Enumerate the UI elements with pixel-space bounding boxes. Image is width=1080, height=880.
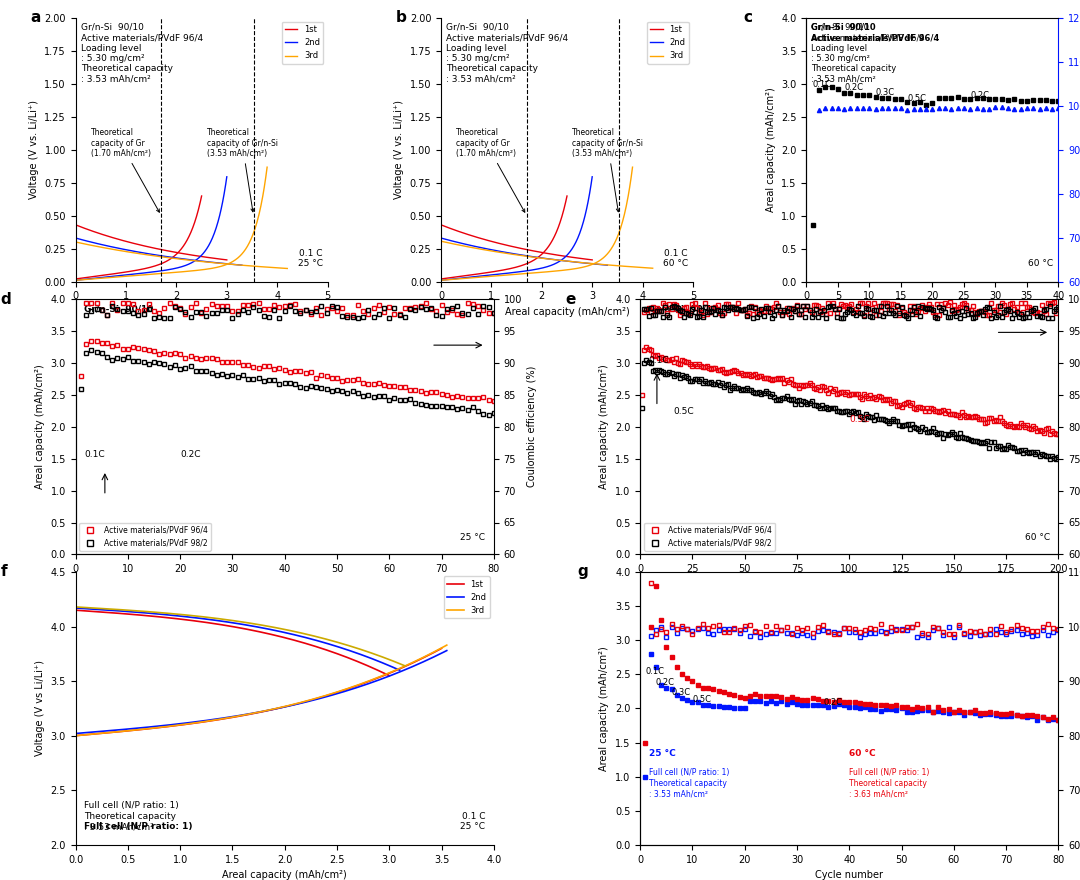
Text: Gr/n-Si  90/10: Gr/n-Si 90/10 [84,304,153,313]
Text: 0.1 C
25 °C: 0.1 C 25 °C [460,811,485,831]
25 °C [1010,710,1023,721]
Active materials/PVdF 96/4 [663,355,676,365]
Line: 60 °C: 60 °C [644,583,1061,744]
Active materials/PVdF 96/4 [1018,422,1031,432]
Text: 0.1C: 0.1C [812,80,832,89]
Active materials/PVdF 96/4 [654,352,667,363]
Legend: 1st, 2nd, 3rd: 1st, 2nd, 3rd [282,22,323,63]
Active materials/PVdF 96/4 [748,368,761,378]
Active materials/PVdF 98/2 [663,367,676,378]
Text: Theoretical
capacity of Gr
(1.70 mAh/cm²): Theoretical capacity of Gr (1.70 mAh/cm²… [91,128,160,212]
Active materials/PVdF 98/2 [1050,454,1063,465]
Text: Gr/n-Si  90/10
Active materials/PVdF 96/4
Loading level
: 5.30 mg/cm²
Theoretica: Gr/n-Si 90/10 Active materials/PVdF 96/4… [446,23,568,84]
Legend: Active materials/PVdF 96/4, Active materials/PVdF 98/2: Active materials/PVdF 96/4, Active mater… [644,523,775,551]
25 °C [910,705,923,715]
X-axis label: Cycle number: Cycle number [251,580,319,590]
Text: Gr/n-Si  90/10
Active materials/PVdF 96/4: Gr/n-Si 90/10 Active materials/PVdF 96/4 [811,23,940,42]
Active materials/PVdF 98/2 [640,355,653,365]
Text: e: e [565,291,576,306]
Active materials/PVdF 98/2 [654,366,667,377]
25 °C [927,707,940,717]
Active materials/PVdF 98/2 [1052,451,1065,462]
Text: 0.2C: 0.2C [180,451,201,459]
Text: Gr/n-Si  90/10: Gr/n-Si 90/10 [649,304,718,313]
60 °C [910,701,923,712]
Text: Full cell (N/P ratio: 1)
Theoretical capacity
: 3.53 mAh/cm²: Full cell (N/P ratio: 1) Theoretical cap… [84,802,178,831]
X-axis label: Cycle number: Cycle number [815,870,883,880]
60 °C [890,700,903,711]
Text: 0.5C: 0.5C [674,407,694,416]
Line: Active materials/PVdF 98/2: Active materials/PVdF 98/2 [79,348,496,417]
Text: 0.1C: 0.1C [649,356,670,365]
Y-axis label: Voltage (V vs Li/Li⁺): Voltage (V vs Li/Li⁺) [35,660,45,757]
25 °C [895,703,908,714]
Text: 0.3C: 0.3C [876,88,895,97]
Active materials/PVdF 96/4 [636,390,649,400]
Text: Theoretical
capacity of Gr
(1.70 mAh/cm²): Theoretical capacity of Gr (1.70 mAh/cm²… [456,128,525,212]
Text: 25 °C: 25 °C [649,750,675,759]
Text: 0.3C: 0.3C [672,688,691,697]
Y-axis label: Voltage (V vs. Li/Li⁺): Voltage (V vs. Li/Li⁺) [29,100,39,199]
Y-axis label: Areal capacity (mAh/cm²): Areal capacity (mAh/cm²) [599,646,609,771]
Active materials/PVdF 96/4 [487,396,500,407]
X-axis label: Areal capacity (mAh/cm²): Areal capacity (mAh/cm²) [504,307,630,317]
Text: Theoretical
capacity of Gr/n-Si
(3.53 mAh/cm²): Theoretical capacity of Gr/n-Si (3.53 mA… [206,128,278,212]
25 °C [644,649,657,659]
Active materials/PVdF 96/4 [715,364,728,375]
Y-axis label: Areal capacity (mAh/cm²): Areal capacity (mAh/cm²) [599,364,609,489]
60 °C [827,696,840,707]
Active materials/PVdF 98/2 [330,385,343,396]
X-axis label: Areal capacity (mAh/cm²): Areal capacity (mAh/cm²) [222,870,347,880]
Line: Active materials/PVdF 96/4: Active materials/PVdF 96/4 [79,339,496,403]
25 °C [827,701,840,712]
X-axis label: Cycle number: Cycle number [899,307,967,317]
Active materials/PVdF 96/4 [75,370,87,381]
Active materials/PVdF 98/2 [262,375,275,385]
Active materials/PVdF 96/4 [262,361,275,371]
Line: 25 °C: 25 °C [644,652,1061,779]
Active materials/PVdF 98/2 [85,345,98,356]
Text: 0.2C: 0.2C [845,84,863,92]
25 °C [1052,715,1065,725]
60 °C [639,737,652,748]
Active materials/PVdF 98/2 [748,387,761,398]
Y-axis label: Coulombic efficiency (%): Coulombic efficiency (%) [527,366,538,488]
Active materials/PVdF 96/4 [85,335,98,346]
Active materials/PVdF 98/2 [325,385,338,396]
Text: 60 °C: 60 °C [1025,532,1050,541]
Text: 0.2C: 0.2C [656,678,675,686]
Active materials/PVdF 98/2 [715,378,728,389]
Text: Full cell (N/P ratio: 1)
Theoretical capacity
: 3.63 mAh/cm²: Full cell (N/P ratio: 1) Theoretical cap… [849,768,930,798]
Text: Gr/n-Si  90/10
Active materials/PVdF 96/4
Loading level
: 5.30 mg/cm²
Theoretica: Gr/n-Si 90/10 Active materials/PVdF 96/4… [811,23,926,84]
Text: f: f [0,564,6,579]
Text: 60 °C: 60 °C [1028,260,1053,268]
Active materials/PVdF 98/2 [636,402,649,413]
Active materials/PVdF 98/2 [362,389,375,400]
Text: a: a [30,10,41,25]
Text: Theoretical
capacity of Gr/n-Si
(3.53 mAh/cm²): Theoretical capacity of Gr/n-Si (3.53 mA… [572,128,643,212]
Text: d: d [0,291,11,306]
25 °C [890,705,903,715]
Text: 0.1 C
60 °C: 0.1 C 60 °C [663,249,688,268]
Line: Active materials/PVdF 98/2: Active materials/PVdF 98/2 [640,358,1061,461]
60 °C [1010,710,1023,721]
Active materials/PVdF 96/4 [640,341,653,352]
Active materials/PVdF 96/4 [446,392,459,402]
Text: 0.1C: 0.1C [646,667,664,677]
Legend: 1st, 2nd, 3rd: 1st, 2nd, 3rd [444,576,489,618]
Active materials/PVdF 96/4 [1034,425,1047,436]
Active materials/PVdF 98/2 [347,385,360,396]
Active materials/PVdF 98/2 [446,401,459,412]
Active materials/PVdF 96/4 [330,372,343,383]
Text: 0.2C: 0.2C [823,698,842,707]
Text: g: g [578,564,589,579]
Text: Gr/n-Si  90/10
Active materials/PVdF 96/4
Loading level
: 5.30 mg/cm²
Theoretica: Gr/n-Si 90/10 Active materials/PVdF 96/4… [81,23,203,84]
Text: 0.5C: 0.5C [849,414,869,423]
60 °C [895,701,908,712]
Y-axis label: Areal capacity (mAh/cm²): Areal capacity (mAh/cm²) [35,364,45,489]
Text: Full cell (N/P ratio: 1): Full cell (N/P ratio: 1) [84,822,192,831]
25 °C [639,771,652,782]
Active materials/PVdF 98/2 [487,408,500,419]
Legend: Active materials/PVdF 96/4, Active materials/PVdF 98/2: Active materials/PVdF 96/4, Active mater… [80,523,211,551]
Y-axis label: Voltage (V vs. Li/Li⁺): Voltage (V vs. Li/Li⁺) [394,100,404,199]
